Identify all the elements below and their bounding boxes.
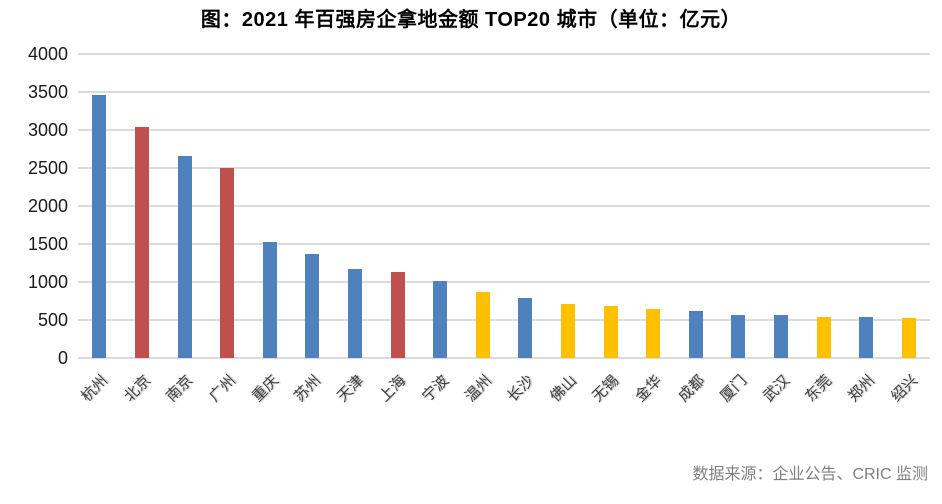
y-tick-label: 500	[37, 310, 68, 330]
x-tick-label: 天津	[333, 372, 368, 406]
x-tick-label: 无锡	[589, 372, 623, 406]
y-tick-label: 1500	[27, 234, 68, 254]
x-tick-label: 武汉	[759, 372, 794, 406]
x-tick-label: 苏州	[291, 372, 325, 406]
bar	[603, 305, 618, 358]
bar	[347, 269, 362, 358]
bar	[518, 297, 533, 358]
y-tick-label: 0	[57, 348, 68, 368]
gridline	[78, 167, 930, 169]
x-tick-label: 宁波	[419, 372, 453, 406]
gridline	[78, 53, 930, 55]
chart-title: 图：2021 年百强房企拿地金额 TOP20 城市（单位：亿元）	[200, 9, 742, 31]
bar	[177, 155, 192, 358]
y-tick-label: 2500	[27, 158, 68, 178]
gridline	[78, 129, 930, 131]
bar	[688, 310, 703, 358]
y-tick-label: 1000	[27, 272, 68, 292]
bar	[134, 127, 149, 358]
plot-area	[78, 53, 930, 359]
bar	[305, 253, 320, 358]
x-axis: 杭州 北京 南京 广州 重庆 苏州 天津 上海 宁波 温州 长沙 佛山 无锡 金华 成都 厦门 武汉 东莞 郑州 绍兴	[78, 360, 930, 432]
gridline	[78, 281, 930, 283]
bar	[773, 315, 788, 358]
bar	[220, 168, 235, 358]
y-axis: 0 500 1000 1500 2000 2500 3000 3500 4000	[0, 44, 70, 368]
x-tick-label: 佛山	[546, 372, 581, 406]
x-tick-label: 广州	[206, 372, 240, 406]
bar	[92, 95, 107, 358]
x-tick-label: 郑州	[845, 372, 879, 406]
y-tick-label: 4000	[27, 44, 68, 64]
gridline	[78, 243, 930, 245]
y-tick-label: 2000	[27, 196, 68, 216]
y-tick-label: 3500	[27, 82, 68, 102]
gridline	[78, 91, 930, 93]
x-tick-label: 成都	[674, 372, 708, 406]
gridline	[78, 357, 930, 359]
bar	[390, 271, 405, 358]
bar	[560, 304, 575, 358]
bar	[816, 316, 831, 358]
y-tick-label: 3000	[27, 120, 68, 140]
x-tick-label: 上海	[376, 372, 410, 406]
gridline	[78, 319, 930, 321]
x-tick-label: 金华	[632, 372, 666, 406]
x-tick-label: 温州	[461, 372, 495, 406]
bar	[731, 314, 746, 358]
x-tick-label: 南京	[163, 372, 197, 406]
x-tick-label: 绍兴	[887, 372, 921, 406]
data-source: 数据来源：企业公告、CRIC 监测	[692, 466, 928, 483]
bar	[433, 280, 448, 358]
x-tick-label: 杭州	[78, 372, 112, 406]
x-tick-label: 厦门	[717, 372, 751, 406]
x-tick-label: 长沙	[504, 372, 538, 406]
bar	[262, 241, 277, 358]
bar	[646, 308, 661, 358]
x-tick-label: 北京	[120, 372, 155, 406]
bar	[901, 318, 916, 358]
bar	[859, 317, 874, 358]
gridline	[78, 205, 930, 207]
bar	[475, 291, 490, 358]
x-tick-label: 东莞	[802, 372, 836, 406]
x-tick-label: 重庆	[248, 372, 282, 406]
